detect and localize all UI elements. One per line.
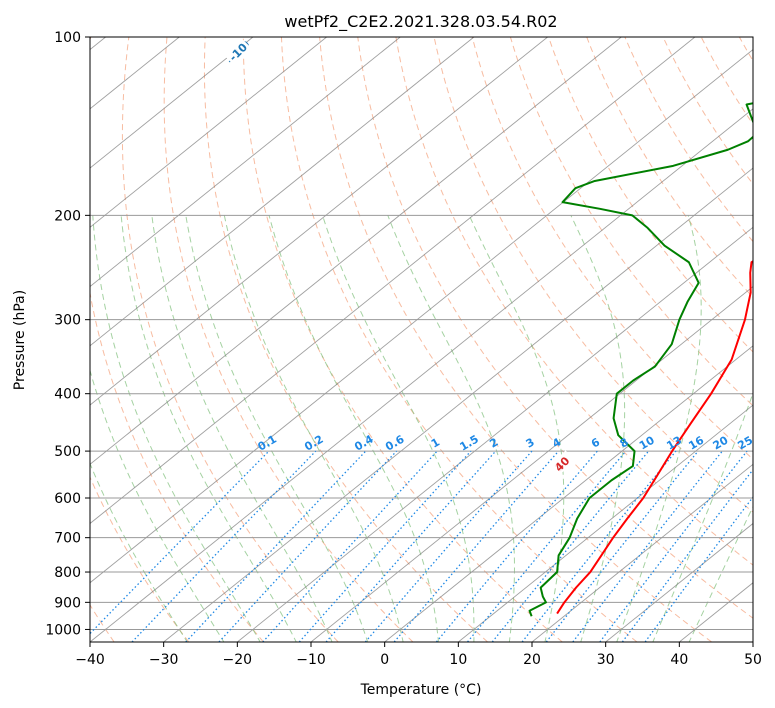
isotherm-line <box>90 37 475 347</box>
moist-adiabat-line <box>570 215 626 642</box>
moist-adiabat-line <box>468 215 565 642</box>
dry-adiabat-line <box>280 37 638 642</box>
moist-adiabat-line <box>90 462 188 642</box>
x-tick-label: −40 <box>75 652 105 668</box>
isotherm-line <box>90 48 753 584</box>
moist-adiabat-line <box>387 215 515 642</box>
mixing-ratio-line <box>521 450 677 642</box>
temperature-profile-line <box>556 260 753 615</box>
y-tick-label: 800 <box>54 565 81 581</box>
mixing-ratio-line <box>599 450 748 642</box>
dry-adiabat-line <box>203 37 488 642</box>
isotherm-line <box>90 108 753 642</box>
dewpoint-profile-line <box>528 102 753 617</box>
isotherm-line <box>90 37 254 169</box>
x-tick-label: −30 <box>149 652 179 668</box>
isotherm-line <box>163 167 753 642</box>
moist-adiabat-line <box>120 215 297 642</box>
mixing-ratio-line <box>262 450 438 642</box>
x-tick-label: 50 <box>744 652 762 668</box>
mixing-ratio-line <box>545 450 699 642</box>
chart-title: wetPf2_C2E2.2021.328.03.54.R02 <box>284 12 557 32</box>
dry-adiabat-line <box>319 37 713 642</box>
isotherm-line <box>310 285 753 642</box>
x-axis-title: Temperature (°C) <box>360 682 482 698</box>
mixing-ratio-line <box>185 450 367 642</box>
moist-adiabat-line <box>322 215 475 642</box>
dry-adiabat-label-bg <box>548 450 575 477</box>
moist-adiabat-line <box>616 215 702 642</box>
y-tick-label: 900 <box>54 595 81 611</box>
background-reference-lines <box>90 37 753 642</box>
y-tick-label: 700 <box>54 531 81 547</box>
x-tick-label: 20 <box>523 652 541 668</box>
dry-adiabat-label-bg <box>224 38 251 65</box>
moist-adiabat-line <box>268 215 439 642</box>
moist-adiabat-line <box>90 368 225 642</box>
y-tick-label: 200 <box>54 208 81 224</box>
isotherm-line <box>90 37 327 228</box>
dry-adiabat-line <box>90 475 190 642</box>
plot-frame <box>89 36 754 643</box>
isotherm-line <box>752 641 753 642</box>
y-axis: 100 200 300 400 500 600 700 800 900 1000 <box>45 30 90 638</box>
mixing-ratio-line <box>131 450 317 642</box>
x-tick-label: 40 <box>670 652 688 668</box>
mixing-ratio-line <box>325 450 497 642</box>
mixing-ratio-line <box>621 468 753 642</box>
moist-adiabat-line <box>92 215 261 642</box>
isotherm-line <box>605 522 753 642</box>
dry-adiabat-line <box>242 37 563 642</box>
dry-adiabat-line <box>357 37 753 619</box>
dry-adiabat-line <box>90 37 264 642</box>
isotherm-line <box>384 345 753 642</box>
mixing-ratio-line <box>298 450 472 642</box>
mixing-ratio-line <box>435 450 598 642</box>
dry-adiabat-line <box>395 37 753 566</box>
profile-lines <box>528 102 753 617</box>
plot-area <box>90 37 753 642</box>
dry-adiabat-line <box>121 37 339 642</box>
mixing-ratio-line <box>491 450 650 642</box>
x-tick-label: 0 <box>380 652 389 668</box>
isotherm-line <box>531 463 753 642</box>
mixing-ratio-line <box>467 450 627 642</box>
x-tick-label: −20 <box>223 652 253 668</box>
x-tick-label: 10 <box>449 652 467 668</box>
isotherm-line <box>458 404 753 642</box>
isotherm-line <box>90 37 622 465</box>
y-tick-label: 300 <box>54 313 81 329</box>
y-tick-label: 1000 <box>45 622 81 638</box>
x-tick-label: 30 <box>597 652 615 668</box>
isotherm-line <box>90 37 548 406</box>
y-tick-label: 100 <box>54 30 81 46</box>
moist-adiabat-line <box>185 215 369 642</box>
moist-adiabat-line <box>223 215 404 642</box>
x-tick-label: −10 <box>296 652 326 668</box>
y-tick-label: 400 <box>54 387 81 403</box>
isotherm-line <box>237 226 753 642</box>
x-axis: −40 −30 −20 −10 0 10 20 30 40 50 <box>75 642 762 668</box>
isotherm-line <box>90 37 696 525</box>
isotherm-line <box>90 37 401 288</box>
moist-adiabat-line <box>688 505 753 642</box>
mixing-ratio-line <box>644 496 753 642</box>
moist-adiabat-line <box>652 391 753 642</box>
y-tick-label: 500 <box>54 444 81 460</box>
y-axis-title: Pressure (hPa) <box>12 290 28 390</box>
moist-adiabat-line <box>151 215 333 642</box>
y-tick-label: 600 <box>54 491 81 507</box>
mixing-ratio-line <box>218 450 398 642</box>
mixing-ratio-line <box>90 450 270 635</box>
